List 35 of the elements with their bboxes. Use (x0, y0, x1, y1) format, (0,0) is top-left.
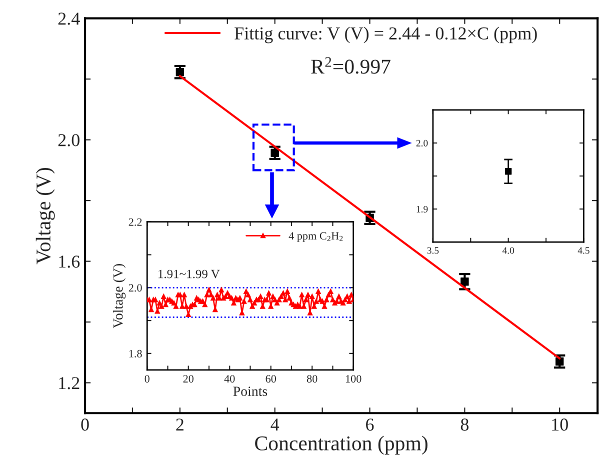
y-tick-label: 2.2 (128, 218, 142, 226)
x-tick-label: 0 (81, 418, 89, 431)
x-axis-title: Points (233, 386, 268, 396)
x-axis-title: Concentration (ppm) (255, 436, 428, 455)
y-tick-label: 2.0 (128, 284, 142, 292)
x-tick-label: 6 (366, 418, 374, 431)
x-tick-label: 2 (176, 418, 184, 431)
x-tick-label: 100 (346, 375, 362, 383)
y-tick-label: 1.6 (59, 256, 80, 268)
y-axis-title: Voltage (V) (36, 168, 55, 264)
x-tick-label: 4.5 (578, 247, 590, 254)
y-tick-label: 2.0 (58, 134, 80, 146)
y-tick-label: 1.9 (416, 206, 428, 213)
y-axis-title: Voltage (V) (112, 264, 126, 328)
x-tick-label: 10 (552, 418, 568, 431)
x-tick-label: 80 (306, 375, 318, 383)
y-tick-label: 1.2 (59, 377, 80, 390)
point (176, 68, 184, 76)
y-tick-label: 1.8 (129, 350, 142, 358)
point (270, 148, 279, 157)
annotation: R$^{2}$=0.997 (311, 57, 390, 74)
legend-label: 4 ppm C$_{2}$H$_{2}$ (288, 232, 343, 242)
x-tick-label: 3.5 (427, 247, 439, 254)
x-tick-label: 8 (460, 418, 469, 431)
x-tick-label: 0 (144, 375, 150, 383)
x-tick-label: 4 (270, 418, 280, 431)
x-tick-label: 4.0 (502, 247, 514, 254)
y-tick-label: 2.4 (58, 12, 80, 25)
x-tick-label: 20 (183, 375, 194, 383)
x-tick-label: 60 (266, 375, 276, 383)
legend-label: Fittig curve: V (V) = 2.44 - 0.12×C (ppm) (234, 26, 537, 44)
y-tick-label: 2.0 (416, 140, 428, 147)
x-tick-label: 40 (224, 375, 235, 383)
annotation: 1.91~1.99 V (158, 270, 220, 278)
point (460, 278, 469, 286)
